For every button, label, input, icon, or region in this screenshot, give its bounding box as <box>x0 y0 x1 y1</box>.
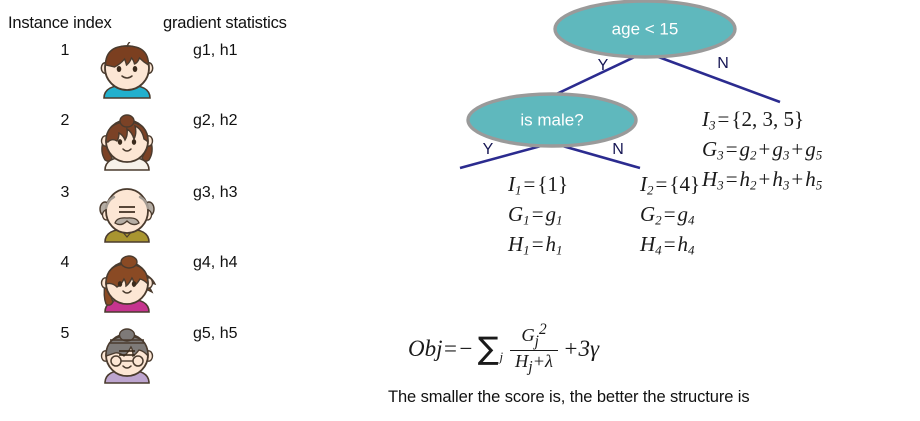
old-woman-avatar <box>94 325 160 387</box>
objective-lhs: Obj <box>408 336 443 362</box>
table-row: 5 <box>0 325 340 393</box>
tree-svg: age < 15 is male? Y N Y N <box>459 0 781 170</box>
leaf-1-statistics: I1={1} G1=g1 H1=h1 <box>508 170 568 259</box>
tree-node-root-label: age < 15 <box>612 19 679 38</box>
column-header-gradient-statistics: gradient statistics <box>163 14 287 32</box>
instance-index-value: 4 <box>60 254 70 271</box>
gradient-statistics-value: g3, h3 <box>193 184 238 201</box>
objective-numerator: Gj2 <box>521 321 547 350</box>
gradient-statistics-value: g2, h2 <box>193 112 238 129</box>
young-woman-avatar <box>94 254 160 316</box>
leaf-2-statistics: I2={4} G2=g4 H4=h4 <box>640 170 700 259</box>
girl-avatar <box>94 112 160 174</box>
gradient-statistics-value: g5, h5 <box>193 325 238 342</box>
tree-node-is-male[interactable] <box>466 92 638 148</box>
gradient-statistics-value: g4, h4 <box>193 254 238 271</box>
edge-root-no <box>644 50 781 104</box>
old-woman-avatar-icon <box>100 328 154 384</box>
boy-avatar-icon <box>100 42 154 99</box>
instance-index-value: 5 <box>60 325 70 342</box>
edge-label-root-no: N <box>717 55 729 72</box>
instance-index-value: 1 <box>60 42 70 59</box>
table-row: 1 g1, h1 <box>0 42 340 110</box>
edge-label-ismale-yes: Y <box>483 141 494 158</box>
old-man-avatar <box>94 184 160 246</box>
old-man-avatar-icon <box>99 188 155 243</box>
edge-root-yes <box>547 50 646 100</box>
instance-index-value: 2 <box>60 112 70 129</box>
leaf-1-H: H1=h1 <box>508 231 563 258</box>
objective-equals: = <box>442 336 459 362</box>
tree-node-is-male-label: is male? <box>520 110 583 129</box>
table-row: 3 g3, h3 <box>0 184 340 252</box>
boy-avatar <box>94 42 160 104</box>
column-header-instance-index: Instance index <box>8 14 112 32</box>
leaf-3-G: G3=g2+g3+g5 <box>702 136 823 163</box>
gradient-statistics-value: g1, h1 <box>193 42 238 59</box>
leaf-2-G: G2=g4 <box>640 201 695 228</box>
edge-label-root-yes: Y <box>598 57 609 74</box>
objective-minus: − <box>458 336 474 362</box>
leaf-1-instance-set: I1={1} <box>508 172 569 198</box>
sigma-icon: ∑ <box>477 330 499 367</box>
objective-sum-index: j <box>499 349 504 364</box>
instance-index-value: 3 <box>60 184 70 201</box>
edge-label-ismale-no: N <box>612 141 624 158</box>
objective-gamma-coefficient: 3 <box>578 336 591 362</box>
instance-table: Instance index gradient statistics 1 <box>0 0 340 421</box>
objective-gamma: γ <box>590 336 600 362</box>
table-row: 2 g2, h2 <box>0 112 340 180</box>
leaf-2-instance-set: I2={4} <box>640 172 701 198</box>
leaf-1-G: G1=g1 <box>508 201 563 228</box>
leaf-3-instance-set: I3={2, 3, 5} <box>702 107 805 133</box>
tree-node-root[interactable] <box>553 0 737 59</box>
objective-fraction: Gj2 Hj+λ <box>510 321 558 377</box>
figure-caption: The smaller the score is, the better the… <box>388 388 750 406</box>
leaf-2-H: H4=h4 <box>640 231 695 258</box>
girl-avatar-icon <box>100 114 154 171</box>
young-woman-avatar-icon <box>100 255 157 313</box>
leaf-3-H: H3=h2+h3+h5 <box>702 166 823 193</box>
objective-summation: ∑ j <box>477 330 504 367</box>
objective-plus: + <box>562 336 579 362</box>
objective-function: Obj = − ∑ j Gj2 Hj+λ + 3 γ <box>408 321 600 377</box>
leaf-3-statistics: I3={2, 3, 5} G3=g2+g3+g5 H3=h2+h3+h5 <box>702 105 822 194</box>
table-row: 4 g4, h4 <box>0 254 340 322</box>
objective-denominator: Hj+λ <box>510 350 558 376</box>
decision-tree-diagram: age < 15 is male? Y N Y N I1={1} G1=g1 H… <box>340 0 920 421</box>
